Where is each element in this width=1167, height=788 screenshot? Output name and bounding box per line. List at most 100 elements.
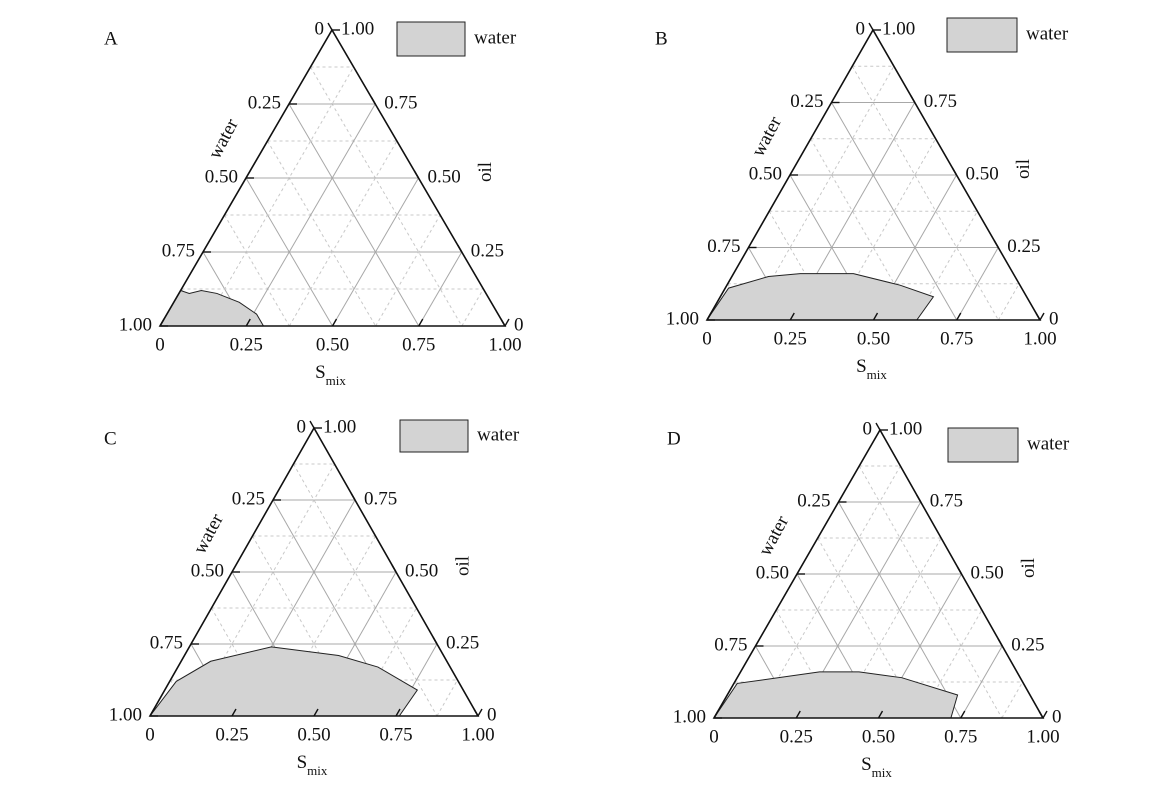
- tick-mark: [432, 636, 438, 645]
- tick-mark: [877, 710, 884, 719]
- tick-mark: [473, 708, 479, 717]
- axis-title: oil: [452, 556, 473, 576]
- phase-region: [159, 289, 265, 327]
- tick-label: 0.25: [232, 488, 265, 509]
- phase-region: [706, 273, 935, 321]
- tick-mark: [1038, 710, 1044, 719]
- tick-label: 1.00: [323, 416, 356, 437]
- axis-title: water: [204, 115, 243, 163]
- tick-label: 0.25: [1011, 634, 1044, 655]
- tick-label: 0.25: [1007, 236, 1040, 257]
- axis-title-subscript: mix: [872, 765, 893, 780]
- tick-label: 0.25: [797, 490, 830, 511]
- grid-line: [960, 645, 1003, 719]
- legend-label: water: [477, 424, 520, 445]
- tick-mark: [795, 710, 801, 719]
- axis-title: water: [189, 510, 228, 558]
- tick-label: 0.75: [707, 236, 740, 257]
- tick-label: 1.00: [666, 308, 699, 329]
- minor-grid-line: [461, 288, 484, 327]
- tick-mark: [245, 318, 251, 327]
- tick-mark: [149, 708, 155, 717]
- phase-region: [148, 646, 419, 717]
- tick-label: 0.50: [191, 560, 224, 581]
- tick-label: 0.75: [162, 240, 195, 261]
- tick-label: 0.75: [402, 334, 435, 355]
- tick-label: 0.75: [944, 726, 977, 747]
- tick-mark: [789, 312, 795, 321]
- tick-mark: [477, 708, 483, 717]
- minor-grid-line: [288, 140, 398, 327]
- tick-mark: [331, 318, 338, 327]
- grid-line: [332, 177, 419, 327]
- panel-label: D: [667, 428, 681, 449]
- tick-label: 0: [315, 18, 325, 39]
- tick-label: 0.75: [364, 488, 397, 509]
- tick-mark: [391, 564, 397, 573]
- tick-label: 0.75: [150, 632, 183, 653]
- tick-label: 0: [856, 18, 866, 39]
- minor-grid-line: [851, 66, 999, 321]
- legend-label: water: [1027, 433, 1070, 454]
- axis-title: water: [755, 512, 794, 560]
- tick-label: 1.00: [461, 724, 494, 745]
- phase-region: [713, 671, 959, 719]
- tick-mark: [872, 312, 879, 321]
- minor-grid-line: [202, 66, 355, 327]
- axis-title-main: S: [297, 752, 308, 773]
- legend-swatch: [396, 21, 466, 57]
- tick-mark: [1042, 710, 1048, 719]
- minor-grid-line: [252, 535, 356, 717]
- tick-label: 0: [1052, 706, 1062, 727]
- minor-grid-line: [858, 465, 1003, 719]
- tick-label: 0.25: [471, 240, 504, 261]
- tick-label: 0: [155, 334, 165, 355]
- tick-label: 0: [1049, 308, 1059, 329]
- tick-mark: [960, 710, 966, 719]
- tick-mark: [500, 318, 506, 327]
- tick-mark: [868, 22, 874, 31]
- tick-mark: [910, 95, 916, 103]
- panel-label: A: [104, 28, 118, 49]
- tick-mark: [916, 494, 922, 503]
- tick-mark: [395, 708, 401, 717]
- tick-label: 0.50: [297, 724, 330, 745]
- tick-mark: [370, 96, 376, 105]
- tick-mark: [413, 170, 420, 179]
- tick-label: 1.00: [341, 18, 374, 39]
- tick-label: 0.25: [248, 92, 281, 113]
- minor-grid-line: [836, 537, 942, 719]
- tick-label: 0.50: [749, 163, 782, 184]
- legend-label: water: [474, 27, 517, 48]
- minor-grid-line: [1001, 681, 1024, 719]
- tick-mark: [956, 312, 962, 321]
- panel-label: B: [655, 28, 668, 49]
- axis-title: Smix: [861, 754, 892, 780]
- tick-label: 1.00: [1023, 328, 1056, 349]
- tick-mark: [309, 420, 315, 429]
- tick-label: 0.75: [384, 92, 417, 113]
- axis-title: oil: [1018, 558, 1039, 578]
- tick-label: 0.50: [862, 726, 895, 747]
- tick-label: 0.50: [971, 562, 1004, 583]
- tick-mark: [159, 318, 165, 327]
- axis-title: water: [748, 113, 787, 161]
- legend-label: water: [1026, 23, 1069, 44]
- tick-mark: [713, 710, 719, 719]
- tick-mark: [993, 240, 999, 248]
- minor-grid-line: [754, 465, 901, 719]
- grid-line: [831, 102, 958, 321]
- axis-title-subscript: mix: [307, 763, 328, 778]
- axis-title: Smix: [315, 362, 346, 388]
- tick-label: 0.25: [446, 632, 479, 653]
- tick-mark: [457, 244, 463, 253]
- tick-label: 0: [297, 416, 307, 437]
- panel-label: C: [104, 428, 117, 449]
- tick-label: 0.25: [790, 91, 823, 112]
- tick-label: 0.50: [405, 560, 438, 581]
- tick-mark: [327, 22, 333, 31]
- tick-label: 0.50: [966, 163, 999, 184]
